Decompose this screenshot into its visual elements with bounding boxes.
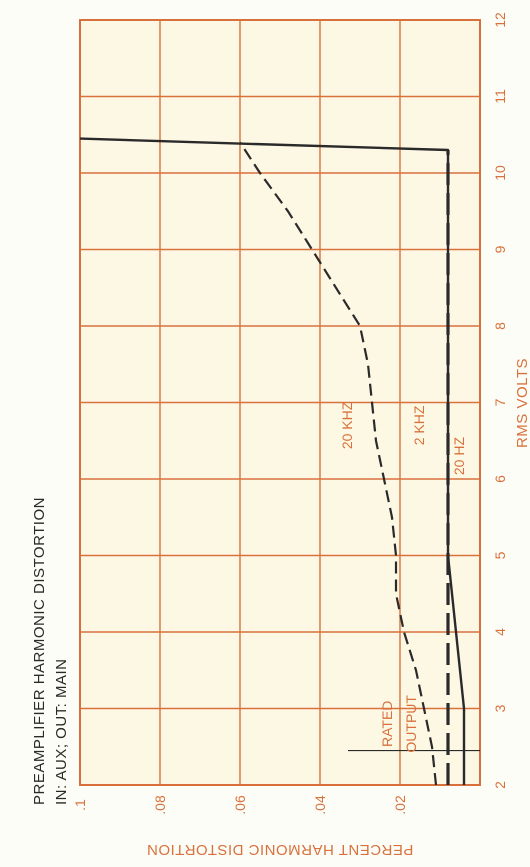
series-line-20-khz [239,141,438,786]
chart-subtitle: IN: AUX; OUT: MAIN [53,658,70,805]
x-tick-label: 3 [492,704,508,712]
chart-title: PREAMPLIFIER HARMONIC DISTORTION [31,497,48,805]
y-axis-title: PERCENT HARMONIC DISTORTION [147,841,414,858]
x-tick-label: 4 [492,628,508,636]
y-tick-label: .08 [152,795,168,815]
x-tick-label: 8 [492,322,508,330]
x-tick-label: 10 [492,165,508,181]
y-tick-label: .06 [232,795,248,815]
series-layer: 20 KHZ 2 KHZ 20 HZ [79,137,467,786]
rated-output-label-1: RATED [379,701,395,747]
series-label: 20 KHZ [339,401,355,449]
rated-output-label-2: OUTPUT [403,695,419,753]
x-tick-label: 7 [492,398,508,406]
x-tick-label: 6 [492,475,508,483]
x-tick-label: 12 [492,12,508,28]
series-label: 20 HZ [451,437,467,476]
x-tick-label: 2 [492,781,508,789]
x-tick-label: 11 [492,89,508,104]
series-line-20-hz [79,137,466,785]
y-tick-label: .04 [312,795,328,815]
tick-labels: 2 3 4 5 6 7 8 9 10 11 12 .02 .04 .06 .08 .1 [72,12,508,815]
x-tick-label: 5 [492,551,508,559]
y-tick-label: .1 [72,799,88,811]
series-label: 2 KHZ [411,405,427,445]
x-axis-title: RMS VOLTS [514,358,530,448]
x-tick-label: 9 [492,245,508,253]
y-tick-label: .02 [392,795,408,815]
